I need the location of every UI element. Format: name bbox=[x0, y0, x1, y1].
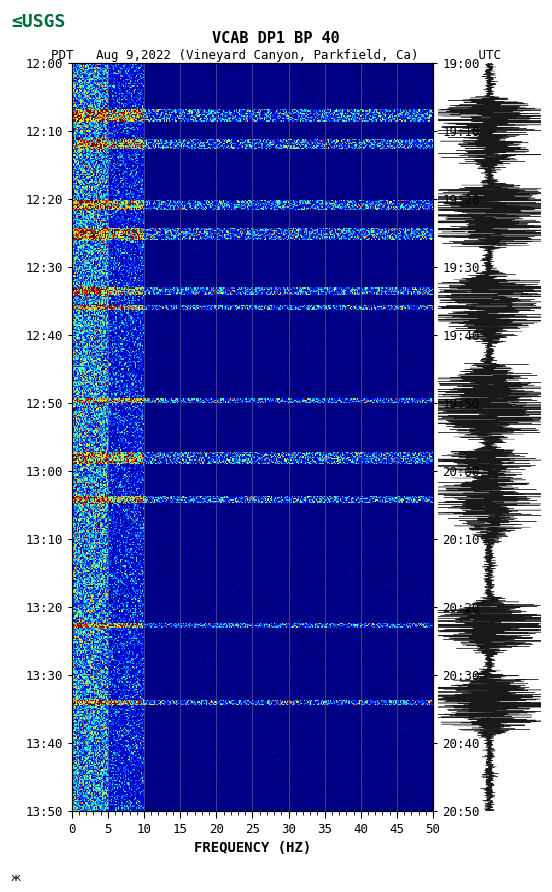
X-axis label: FREQUENCY (HZ): FREQUENCY (HZ) bbox=[194, 841, 311, 855]
Text: VCAB DP1 BP 40: VCAB DP1 BP 40 bbox=[212, 31, 340, 46]
Text: PDT   Aug 9,2022 (Vineyard Canyon, Parkfield, Ca)        UTC: PDT Aug 9,2022 (Vineyard Canyon, Parkfie… bbox=[51, 49, 501, 62]
Text: ж: ж bbox=[11, 873, 21, 883]
Text: ≤USGS: ≤USGS bbox=[11, 13, 66, 31]
